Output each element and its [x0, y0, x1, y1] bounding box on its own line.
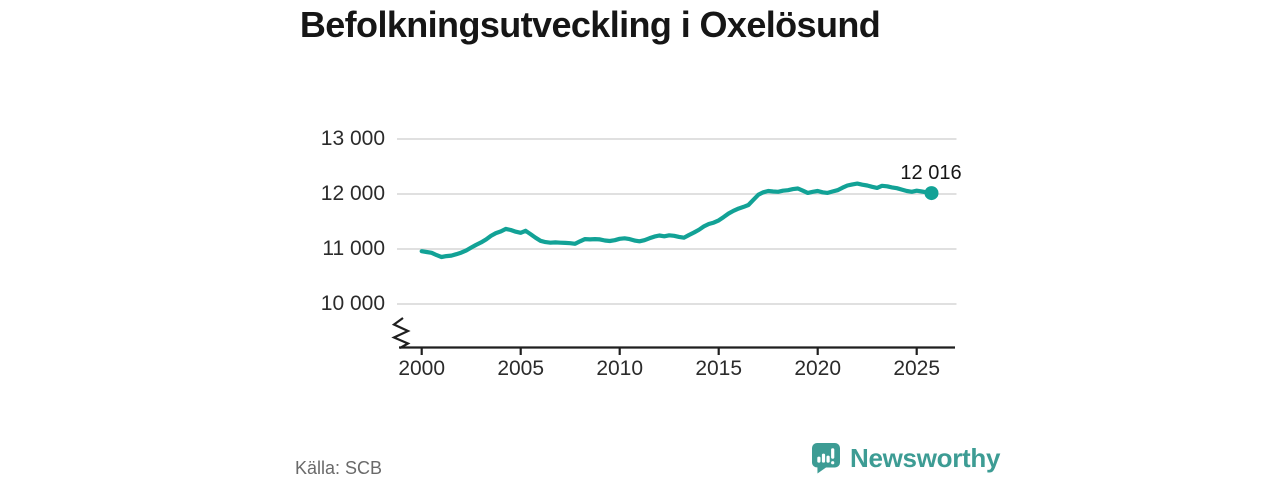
x-tick-label: 2010	[596, 357, 644, 380]
series-line	[419, 181, 934, 260]
newsworthy-speech-bubble-bar-chart-icon	[812, 443, 840, 474]
bar-2	[821, 453, 826, 463]
axis-break-icon	[391, 317, 411, 349]
y-tick-label: 10 000	[320, 292, 385, 315]
last-value-label: 12 016	[900, 162, 962, 184]
speech-bubble-shape	[812, 443, 840, 474]
exclamation-bar	[831, 448, 835, 459]
y-tick-label: 11 000	[322, 237, 385, 260]
exclamation-dot	[831, 461, 835, 465]
y-tick-label: 13 000	[320, 127, 385, 150]
source-note: Källa: SCB	[295, 458, 383, 478]
bar-1	[817, 456, 821, 463]
end-point-dot	[924, 186, 939, 201]
y-tick-label: 12 000	[320, 182, 385, 205]
x-tick-label: 2020	[794, 357, 842, 380]
x-tick-label: 2015	[695, 357, 743, 380]
chart-title: Befolkningsutveckling i Oxelösund	[299, 4, 881, 45]
x-tick-label: 2000	[398, 357, 446, 380]
bar-3	[826, 455, 830, 463]
newsworthy-logo-text: Newsworthy	[850, 443, 1001, 473]
newsworthy-logo[interactable]: Newsworthy	[811, 441, 1000, 475]
x-tick-label: 2025	[893, 357, 941, 380]
x-tick-label: 2005	[497, 357, 545, 380]
